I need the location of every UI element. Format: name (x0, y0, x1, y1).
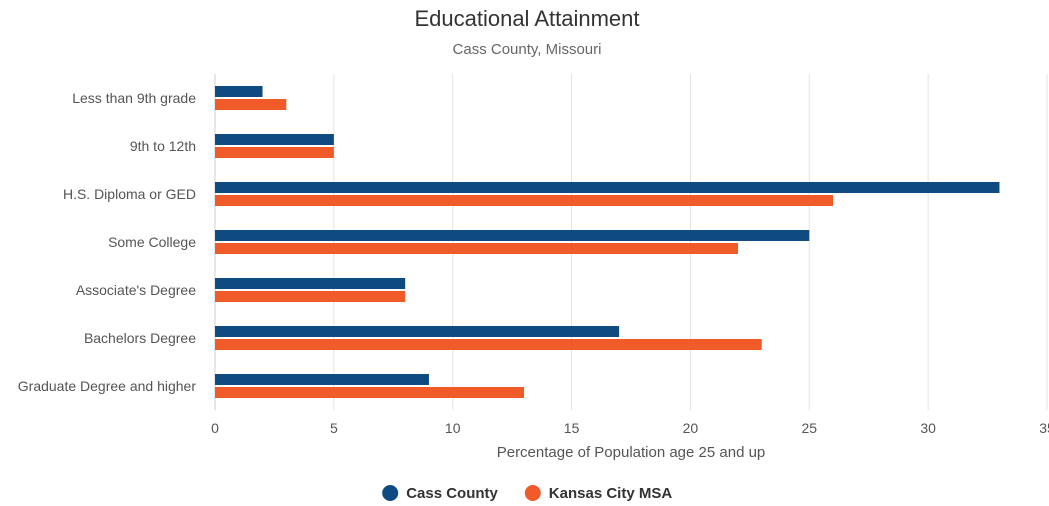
x-tick-label: 0 (211, 420, 219, 436)
bar-kansas-city-msa (215, 291, 406, 302)
bar-kansas-city-msa (215, 147, 334, 158)
legend-label: Cass County (406, 485, 498, 502)
x-tick-label: 30 (920, 420, 936, 436)
category-label: Less than 9th grade (72, 90, 196, 106)
legend-marker (524, 485, 541, 501)
x-tick-label: 5 (330, 420, 338, 436)
bar-cass-county (215, 86, 263, 97)
legend-label: Kansas City MSA (549, 485, 673, 502)
legend-marker (382, 485, 399, 501)
bar-cass-county (215, 326, 620, 337)
x-tick-label: 25 (801, 420, 817, 436)
bar-cass-county (215, 278, 406, 289)
bar-kansas-city-msa (215, 99, 287, 110)
category-label: Associate's Degree (76, 282, 196, 298)
grid-lines (214, 74, 1048, 410)
chart-subtitle: Cass County, Missouri (453, 41, 602, 58)
x-tick-label: 15 (564, 420, 580, 436)
category-label: Some College (108, 234, 196, 250)
x-tick-label: 35 (1039, 420, 1049, 436)
bar-cass-county (215, 230, 810, 241)
legend: Cass County Kansas City MSA (382, 485, 672, 502)
x-tick-label: 20 (683, 420, 699, 436)
bar-kansas-city-msa (215, 195, 834, 206)
bar-cass-county (215, 182, 1000, 193)
category-label: Bachelors Degree (84, 330, 196, 346)
category-label: H.S. Diploma or GED (63, 186, 196, 202)
bar-cass-county (215, 134, 334, 145)
bar-kansas-city-msa (215, 339, 762, 350)
bar-kansas-city-msa (215, 387, 525, 398)
category-label: Graduate Degree and higher (18, 378, 197, 394)
bars (215, 86, 1000, 398)
x-tick-labels: 0 5 10 15 20 25 30 35 (211, 420, 1049, 436)
chart-title: Educational Attainment (414, 6, 639, 31)
bar-cass-county (215, 374, 429, 385)
category-label: 9th to 12th (130, 138, 196, 154)
category-labels: Less than 9th grade 9th to 12th H.S. Diplo… (18, 90, 197, 394)
x-tick-label: 10 (445, 420, 461, 436)
bar-kansas-city-msa (215, 243, 738, 254)
x-axis-title: Percentage of Population age 25 and up (497, 444, 766, 461)
